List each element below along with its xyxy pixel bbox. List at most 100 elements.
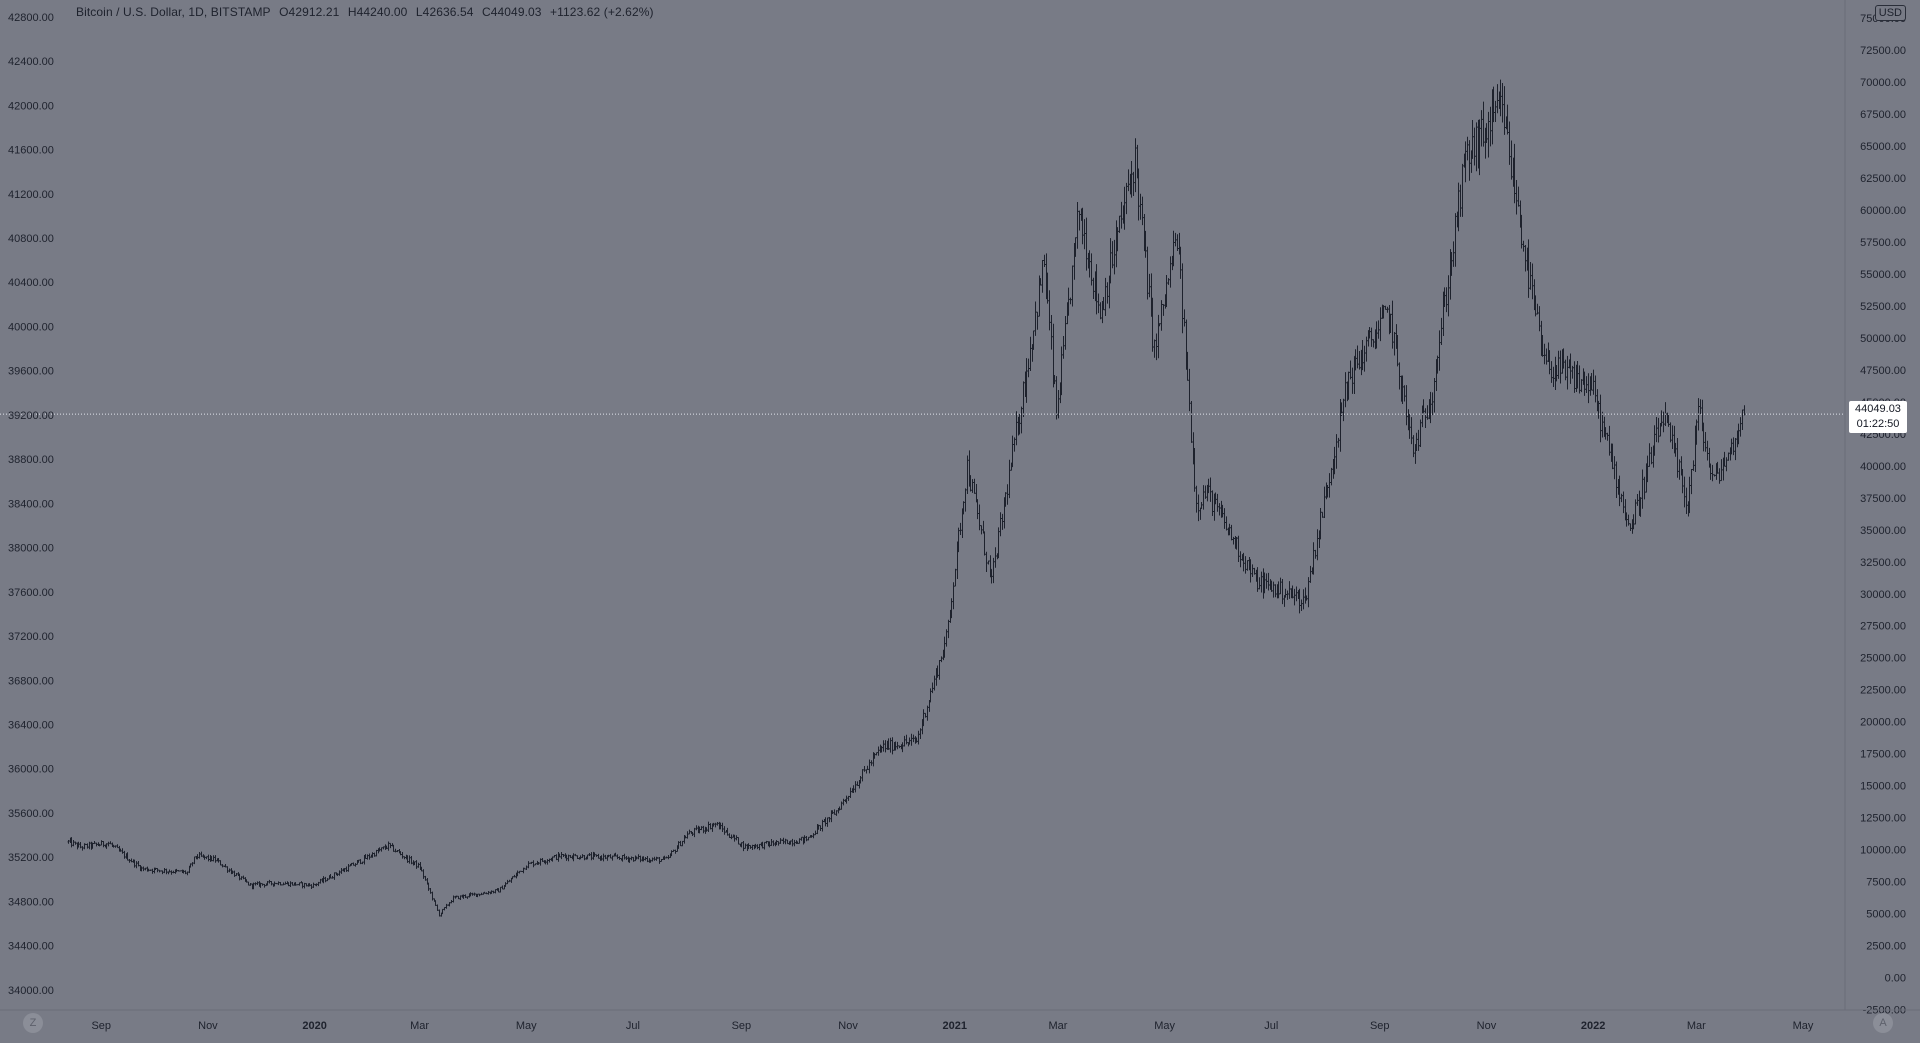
ohlc-bar	[175, 868, 178, 873]
ohlc-bar	[679, 840, 682, 847]
left-axis-tick-label: 41600.00	[8, 145, 54, 157]
ohlc-bar	[233, 870, 236, 877]
ohlc-bar	[1583, 371, 1586, 396]
ohlc-bar	[1625, 512, 1628, 527]
ohlc-bar	[749, 844, 752, 849]
right-axis-tick-label: 7500.00	[1866, 877, 1906, 889]
ohlc-bar	[630, 856, 633, 861]
ohlc-bar	[242, 875, 245, 880]
ohlc-bar	[161, 870, 164, 875]
ohlc-bar	[737, 837, 740, 845]
ohlc-bar	[744, 843, 747, 849]
ohlc-bar	[1368, 327, 1371, 339]
left-axis-tick-label: 39600.00	[8, 366, 54, 378]
ohlc-bar	[1585, 376, 1588, 394]
ohlc-bar	[270, 881, 273, 886]
ohlc-bar	[312, 882, 315, 888]
ohlc-bar	[1281, 579, 1284, 605]
ohlc-bar	[1333, 446, 1336, 475]
ohlc-bar	[345, 866, 348, 872]
ohlc-bar	[1685, 487, 1688, 514]
ohlc-bar	[329, 873, 332, 879]
ohlc-bar	[1074, 237, 1077, 257]
left-axis-tick-label: 42000.00	[8, 100, 54, 112]
ohlc-bar	[987, 560, 990, 565]
ohlc-bar	[1557, 350, 1560, 379]
ohlc-bar	[541, 857, 544, 862]
left-axis-tick-label: 42400.00	[8, 56, 54, 68]
right-axis-tick-label: 10000.00	[1860, 845, 1906, 857]
ohlc-bar	[156, 868, 159, 873]
ohlc-bar	[702, 825, 705, 834]
left-price-axis: 42800.00 42400.00 42000.00 41600.00 41200.00…	[8, 12, 54, 997]
ohlc-bar	[548, 858, 551, 863]
right-axis-tick-label: 40000.00	[1860, 461, 1906, 473]
time-axis-tick-label: Mar	[1048, 1020, 1067, 1032]
ohlc-bar	[896, 741, 899, 750]
left-axis-tick-label: 37200.00	[8, 631, 54, 643]
ohlc-bar	[1335, 434, 1338, 469]
right-axis-tick-label: 12500.00	[1860, 813, 1906, 825]
ohlc-bar	[1181, 263, 1184, 334]
ohlc-bar	[1363, 345, 1366, 372]
ohlc-bar	[805, 835, 808, 842]
ohlc-bar	[296, 884, 299, 886]
ohlc-bar	[1314, 549, 1317, 559]
ohlc-bar	[1522, 240, 1525, 252]
ohlc-bar	[403, 856, 406, 860]
ohlc-bar	[597, 853, 600, 859]
low-value: L42636.54	[415, 5, 474, 19]
ohlc-bar	[1043, 254, 1046, 267]
time-axis-tick-label: 2021	[943, 1020, 967, 1032]
ohlc-bar	[350, 862, 353, 866]
right-axis-tick-label: 27500.00	[1860, 621, 1906, 633]
currency-badge[interactable]: USD	[1874, 5, 1906, 21]
ohlc-bar	[1137, 168, 1140, 221]
timezone-icon[interactable]: Z	[23, 1013, 43, 1033]
ohlc-bar	[1599, 394, 1602, 443]
ohlc-bar	[1571, 365, 1574, 379]
ohlc-bar	[91, 842, 94, 849]
ohlc-bar	[978, 504, 981, 531]
ohlc-bar	[793, 839, 796, 847]
ohlc-bar	[1450, 251, 1453, 276]
ohlc-bar	[1702, 422, 1705, 452]
ohlc-bar	[1088, 250, 1091, 278]
ohlc-bar	[74, 841, 77, 845]
ohlc-bar	[420, 866, 423, 872]
ohlc-bar	[1405, 385, 1408, 426]
auto-scale-icon[interactable]: A	[1873, 1013, 1893, 1033]
ohlc-bar	[121, 848, 124, 854]
ohlc-bar	[452, 895, 455, 903]
time-axis: Sep Nov 2020 Mar May Jul Sep Nov 2021 Mar May Jul Se…	[0, 1009, 1920, 1032]
ohlc-bar	[908, 737, 911, 745]
ohlc-bar	[1162, 303, 1165, 316]
ohlc-bar	[466, 896, 469, 899]
ohlc-bar	[709, 823, 712, 830]
ohlc-bar	[476, 893, 479, 898]
right-axis-tick-label: 55000.00	[1860, 269, 1906, 281]
ohlc-bar	[695, 825, 698, 831]
ohlc-bar	[1022, 381, 1025, 417]
ohlc-bar	[819, 825, 822, 832]
ohlc-bar	[1520, 214, 1523, 249]
ohlc-bar	[499, 886, 502, 893]
right-axis-tick-label: 57500.00	[1860, 237, 1906, 249]
ohlc-bar	[700, 826, 703, 831]
ohlc-bar	[513, 874, 516, 878]
ohlc-bar	[1496, 84, 1499, 114]
ohlc-bar	[1221, 504, 1224, 518]
right-axis-tick-label: 67500.00	[1860, 109, 1906, 121]
ohlc-bar	[740, 842, 743, 848]
ohlc-bar	[728, 833, 731, 838]
ohlc-bar	[93, 841, 96, 844]
ohlc-bar	[1492, 86, 1495, 123]
ohlc-bar	[926, 705, 929, 721]
ohlc-bar	[81, 846, 84, 851]
ohlc-bar	[947, 619, 950, 639]
ohlc-bar	[298, 882, 301, 886]
ohlc-bar	[940, 656, 943, 663]
ohlc-bar	[1064, 316, 1067, 350]
